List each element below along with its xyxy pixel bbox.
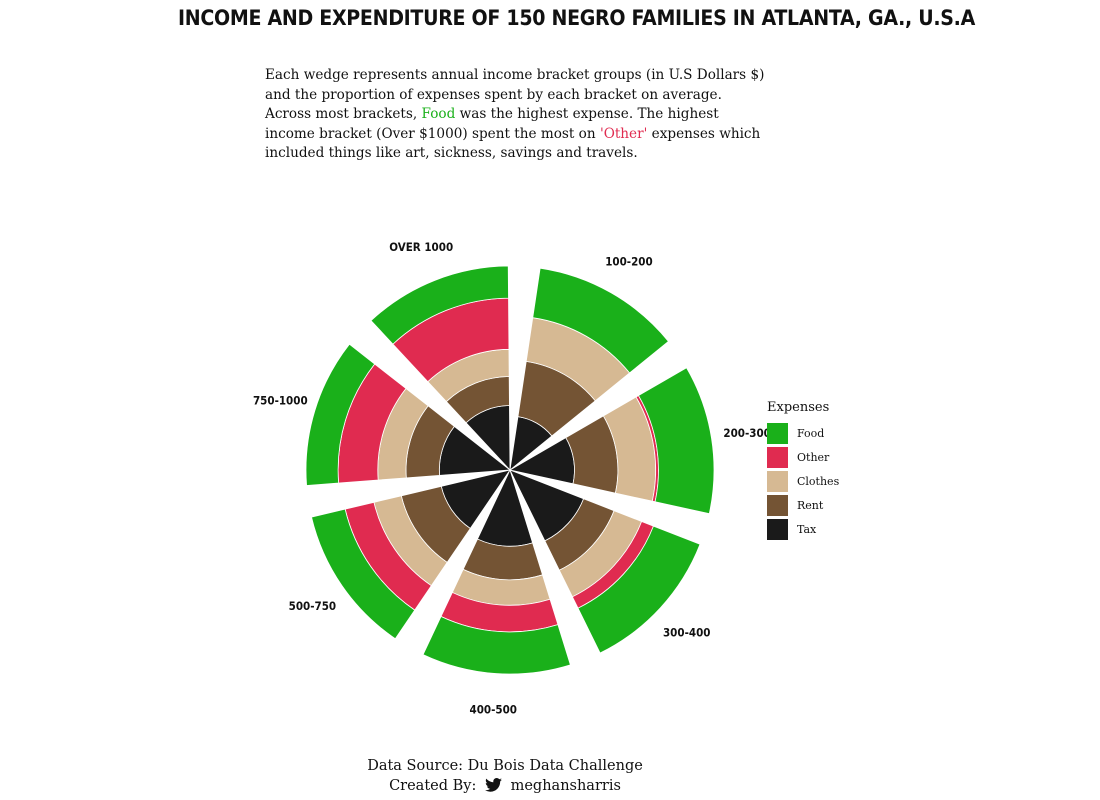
chart-subtitle: Each wedge represents annual income brac…	[265, 66, 765, 164]
caption-source: Data Source: Du Bois Data Challenge	[367, 758, 643, 774]
legend-item-tax: Tax	[767, 517, 839, 541]
legend-label-clothes: Clothes	[797, 474, 840, 488]
legend-key-rent	[767, 494, 788, 516]
chart-title: INCOME AND EXPENDITURE OF 150 NEGRO FAMI…	[178, 6, 975, 31]
subtitle-text-3: expenses which included things like art,…	[265, 125, 761, 162]
twitter-icon	[485, 778, 502, 792]
legend-label-rent: Rent	[797, 498, 824, 512]
legend-label-food: Food	[797, 426, 825, 440]
legend-key-tax	[767, 518, 788, 540]
wedge-200-300-food	[637, 367, 715, 515]
chart-wedges	[305, 265, 715, 675]
wedge-over-1000-food	[370, 265, 509, 345]
legend-item-rent: Rent	[767, 493, 839, 517]
category-label-400-500: 400-500	[470, 702, 518, 716]
subtitle-text-1: Each wedge represents annual income brac…	[265, 67, 765, 122]
wedge-500-750-food	[311, 508, 416, 640]
legend-items: Food Other Clothes Rent Tax	[767, 421, 839, 541]
legend-item-clothes: Clothes	[767, 469, 839, 493]
legend-key-other	[767, 446, 788, 468]
wedge-750-1000-food	[305, 343, 376, 486]
wedge-400-500-food	[422, 615, 571, 675]
legend-label-tax: Tax	[797, 522, 817, 536]
caption-credit-prefix: Created By:	[389, 778, 477, 794]
subtitle-text-2: was the highest expense. The highest inc…	[265, 106, 719, 142]
legend-title: Expenses	[767, 400, 830, 415]
wedge-300-400-food	[577, 525, 701, 654]
wedge-100-200-food	[532, 267, 669, 374]
caption-handle: meghansharris	[510, 778, 621, 794]
chart-category-labels: 100-200 200-300 300-400 400-500 500-750 750-1…	[253, 240, 771, 716]
category-label-500-750: 500-750	[289, 599, 337, 613]
caption: Data Source: Du Bois Data Challenge Crea…	[320, 756, 690, 796]
legend-item-other: Other	[767, 445, 839, 469]
legend-key-food	[767, 422, 788, 444]
subtitle-food-highlight: Food	[421, 106, 456, 122]
category-label-100-200: 100-200	[605, 255, 653, 269]
legend-item-food: Food	[767, 421, 839, 445]
category-label-over-1000: OVER 1000	[389, 240, 453, 254]
legend-key-clothes	[767, 470, 788, 492]
subtitle-other-highlight: 'Other'	[599, 125, 648, 142]
caption-credit: Created By: meghansharris	[320, 776, 690, 796]
legend-label-other: Other	[797, 450, 830, 464]
category-label-750-1000: 750-1000	[253, 393, 308, 407]
category-label-300-400: 300-400	[663, 625, 711, 639]
legend: Expenses Food Other Clothes Rent Tax	[767, 400, 839, 541]
category-label-200-300: 200-300	[723, 426, 771, 440]
